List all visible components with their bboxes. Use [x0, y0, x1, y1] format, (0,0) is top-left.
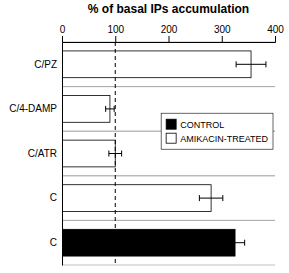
legend-swatch [166, 119, 176, 129]
y-tick: C/4-DAMP [9, 103, 62, 114]
error-bar [106, 106, 115, 112]
y-tick-label: C/PZ [34, 59, 57, 70]
title: % of basal IPs accumulation [88, 2, 249, 16]
bar [62, 229, 235, 256]
plot: 0 100 200 300 400 C C C/ATR C/4-DAMP C/PZ CONTROL A… [9, 24, 284, 266]
y-axis: C C C/ATR C/4-DAMP C/PZ [9, 43, 62, 266]
y-tick: C [50, 237, 62, 248]
row-separator [62, 220, 275, 221]
y-axis-line [62, 43, 63, 266]
error-bar-line [199, 198, 222, 199]
error-bar-cap [121, 151, 122, 157]
x-tick-mark [275, 36, 276, 42]
bar [62, 51, 251, 78]
error-bar-cap [222, 195, 223, 201]
error-bar [199, 195, 222, 201]
x-tick-label: 0 [60, 24, 66, 35]
error-bar-cap [199, 195, 200, 201]
error-bar-cap [105, 106, 106, 112]
error-bar-line [236, 64, 266, 65]
marks [62, 42, 266, 265]
bar [62, 96, 110, 123]
error-bar-cap [114, 106, 115, 112]
error-bar-cap [108, 151, 109, 157]
legend-swatch [166, 133, 176, 143]
error-bar-line [109, 153, 122, 154]
y-tick: C/ATR [28, 148, 62, 159]
legend: CONTROL AMIKACIN-TREATED [161, 113, 273, 149]
error-bar-cap [236, 61, 237, 67]
y-tick-label: C [50, 192, 57, 203]
legend-label: AMIKACIN-TREATED [180, 134, 268, 144]
x-axis-line [63, 36, 276, 43]
x-tick-label: 400 [267, 24, 284, 35]
row-separator [62, 86, 275, 87]
y-tick-label: C [50, 237, 57, 248]
y-tick: C/PZ [34, 59, 62, 70]
x-tick: 400 [267, 24, 284, 42]
x-tick-label: 100 [107, 24, 124, 35]
x-tick-mark [62, 36, 63, 42]
legend-frame [161, 113, 273, 149]
x-tick-mark [115, 36, 116, 42]
y-tick-label: C/4-DAMP [9, 103, 57, 114]
x-tick: 200 [161, 24, 178, 42]
row-separator [62, 175, 275, 176]
x-axis: 0 100 200 300 400 [60, 24, 285, 43]
x-tick: 0 [60, 24, 66, 42]
row-separator [62, 220, 275, 221]
row-separator [62, 86, 275, 87]
x-tick-mark [169, 36, 170, 42]
reference-line [115, 42, 116, 265]
chart: 0 100 200 300 400 C C C/ATR C/4-DAMP C/PZ CONTROL A… [0, 0, 289, 273]
x-tick: 100 [107, 24, 124, 42]
x-tick-label: 200 [161, 24, 178, 35]
x-tick-label: 300 [214, 24, 231, 35]
error-bar-cap [225, 240, 226, 246]
error-bar-cap [244, 240, 245, 246]
y-tick-label: C/ATR [28, 148, 57, 159]
row-separator [62, 265, 275, 266]
x-tick: 300 [214, 24, 231, 42]
error-bar-line [106, 108, 115, 109]
legend-label: CONTROL [180, 120, 224, 130]
bar [62, 140, 115, 167]
row-separator [62, 175, 275, 176]
error-bar-cap [265, 61, 266, 67]
error-bar [225, 240, 244, 246]
y-tick: C [50, 192, 62, 203]
error-bar [236, 61, 266, 67]
x-tick-mark [222, 36, 223, 42]
row-separators [62, 42, 275, 265]
error-bar-line [225, 242, 244, 243]
bar [62, 185, 211, 212]
